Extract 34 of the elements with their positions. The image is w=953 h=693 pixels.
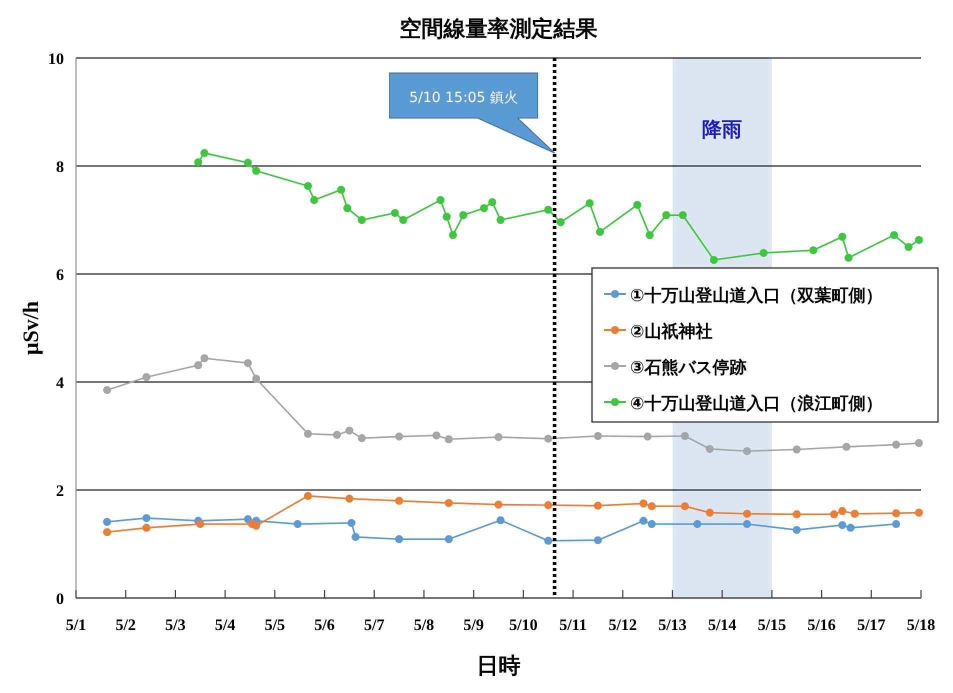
callout: 5/10 15:05 鎮火	[389, 72, 556, 154]
x-tick-label: 5/10	[509, 617, 538, 634]
y-tick-label: 6	[56, 267, 64, 284]
x-tick-label: 5/3	[165, 617, 186, 634]
x-tick-label: 5/14	[708, 617, 736, 634]
ref-line-label: 5/10 15:05 鎮火	[409, 90, 518, 106]
x-tick-label: 5/17	[857, 617, 886, 634]
x-tick-label: 5/2	[115, 617, 136, 634]
y-tick-label: 4	[56, 375, 64, 392]
x-tick-label: 5/12	[608, 617, 637, 634]
chart-title: 空間線量率測定結果	[400, 16, 598, 42]
y-tick-label: 8	[56, 159, 64, 176]
x-tick-label: 5/5	[264, 617, 286, 634]
x-tick-label: 5/18	[906, 617, 936, 634]
legend-label: ②山祇神社	[630, 322, 712, 342]
x-tick-label: 5/6	[314, 617, 335, 634]
x-tick-label: 5/16	[807, 617, 836, 634]
band-label: 降雨	[702, 117, 742, 141]
x-tick-label: 5/11	[559, 617, 587, 634]
y-axis-title: μSv/h	[18, 300, 43, 356]
x-tick-label: 5/9	[463, 617, 484, 634]
x-tick-label: 5/13	[658, 617, 687, 634]
y-tick-label: 0	[56, 591, 64, 608]
y-tick-label: 10	[48, 51, 64, 68]
x-tick-label: 5/7	[364, 617, 384, 634]
y-tick-label: 2	[56, 483, 64, 500]
x-tick-label: 5/1	[66, 617, 86, 634]
x-tick-label: 5/4	[214, 617, 236, 634]
legend-label: ④十万山登山道入口（浪江町側）	[630, 394, 882, 414]
legend-label: ①十万山登山道入口（双葉町側）	[630, 286, 882, 306]
x-tick-label: 5/8	[414, 617, 434, 634]
x-axis-title: 日時	[476, 654, 520, 679]
legend-label: ③石熊バス停跡	[630, 358, 746, 378]
x-tick-label: 5/15	[758, 617, 786, 634]
